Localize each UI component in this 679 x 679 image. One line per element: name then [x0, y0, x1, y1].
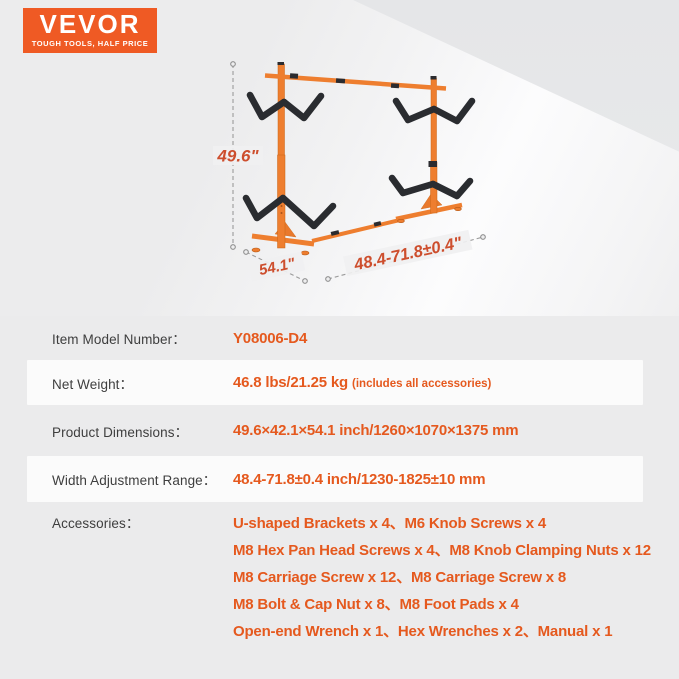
accessories-line: M8 Bolt & Cap Nut x 8、M8 Foot Pads x 4: [233, 596, 519, 613]
accessories-line: M8 Hex Pan Head Screws x 4、M8 Knob Clamp…: [233, 542, 651, 559]
depth-dimension: 54.1": [243, 249, 308, 284]
spec-value: 48.4-71.8±0.4 inch/1230-1825±10 mm: [233, 470, 486, 488]
spec-value: 46.8 lbs/21.25 kg (includes all accessori…: [233, 374, 491, 391]
spec-value: 49.6×42.1×54.1 inch/1260×1070×1375 mm: [233, 422, 519, 439]
spec-label: Item Model Number：: [52, 332, 186, 347]
accessories-line: Open-end Wrench x 1、Hex Wrenches x 2、Man…: [233, 623, 613, 640]
rack-posts: [277, 63, 438, 249]
width-dimension: 48.4-71.8±0.4": [325, 229, 486, 282]
spec-row-product-dimensions: Product Dimensions： 49.6×42.1×54.1 inch/…: [0, 405, 679, 456]
rack-foam-arms: [242, 91, 476, 230]
net-weight-note: (includes all accessories): [352, 378, 492, 390]
spec-label: Product Dimensions：: [52, 424, 189, 440]
product-image: 49.6" 54.1" 48.4-71.8±0.4": [213, 61, 486, 284]
accessories-list: U-shaped Brackets x 4、M6 Knob Screws x 4…: [233, 502, 651, 645]
brand-name: VEVOR: [39, 9, 141, 39]
spec-row-model-number: Item Model Number： Y08006-D4: [0, 316, 679, 360]
vevor-logo: VEVOR TOUGH TOOLS, HALF PRICE: [23, 8, 157, 53]
brand-tagline: TOUGH TOOLS, HALF PRICE: [31, 39, 149, 48]
accessories-line: U-shaped Brackets x 4、M6 Knob Screws x 4: [233, 515, 546, 532]
kayak-rack-illustration: [242, 62, 476, 256]
product-stage: 49.6" 54.1" 48.4-71.8±0.4": [0, 0, 679, 316]
spec-row-net-weight: Net Weight： 46.8 lbs/21.25 kg (includes a…: [0, 360, 679, 405]
spec-value: Y08006-D4: [233, 329, 308, 347]
spec-label: Width Adjustment Range：: [52, 473, 217, 488]
depth-dimension-label: 54.1": [257, 255, 297, 279]
accessories-line: M8 Carriage Screw x 12、M8 Carriage Screw…: [233, 569, 567, 586]
spec-label: Accessories：: [52, 516, 140, 531]
spec-row-accessories: Accessories： U-shaped Brackets x 4、M6 Kn…: [0, 502, 679, 645]
height-dimension: 49.6": [213, 61, 263, 250]
height-dimension-label: 49.6": [216, 147, 259, 166]
rack-hardware: [277, 62, 437, 236]
row-highlight-band: [27, 456, 643, 502]
spec-row-width-adjustment-range: Width Adjustment Range： 48.4-71.8±0.4 in…: [0, 456, 679, 502]
net-weight-value: 46.8 lbs/21.25 kg: [233, 374, 349, 391]
row-highlight-band: [27, 360, 643, 405]
width-dimension-label: 48.4-71.8±0.4": [352, 234, 464, 275]
spec-label: Net Weight：: [52, 376, 134, 392]
